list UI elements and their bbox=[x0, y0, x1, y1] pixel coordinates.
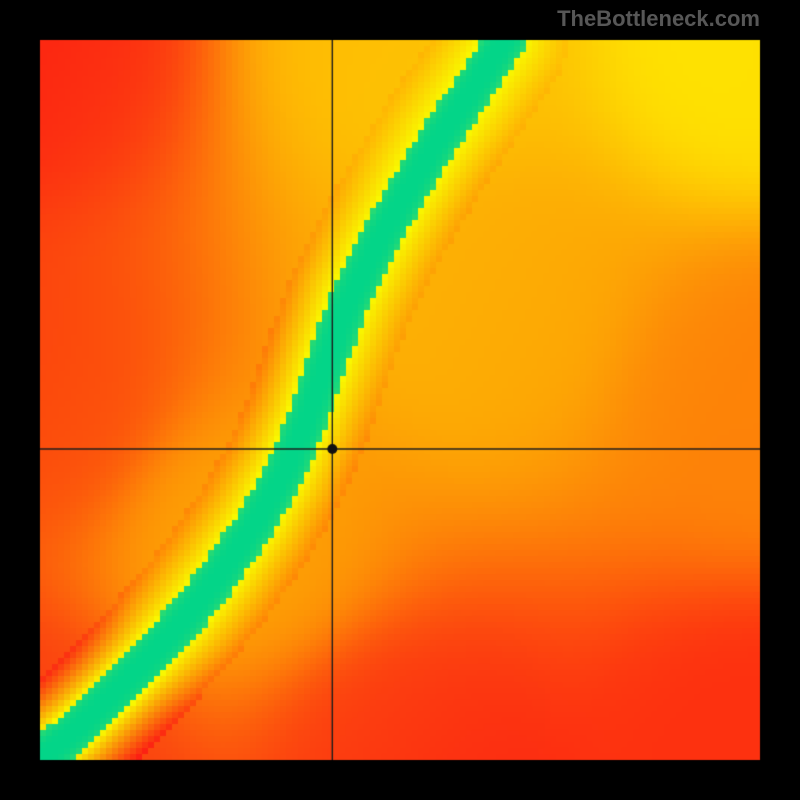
bottleneck-heatmap bbox=[0, 0, 800, 800]
watermark-text: TheBottleneck.com bbox=[557, 6, 760, 32]
